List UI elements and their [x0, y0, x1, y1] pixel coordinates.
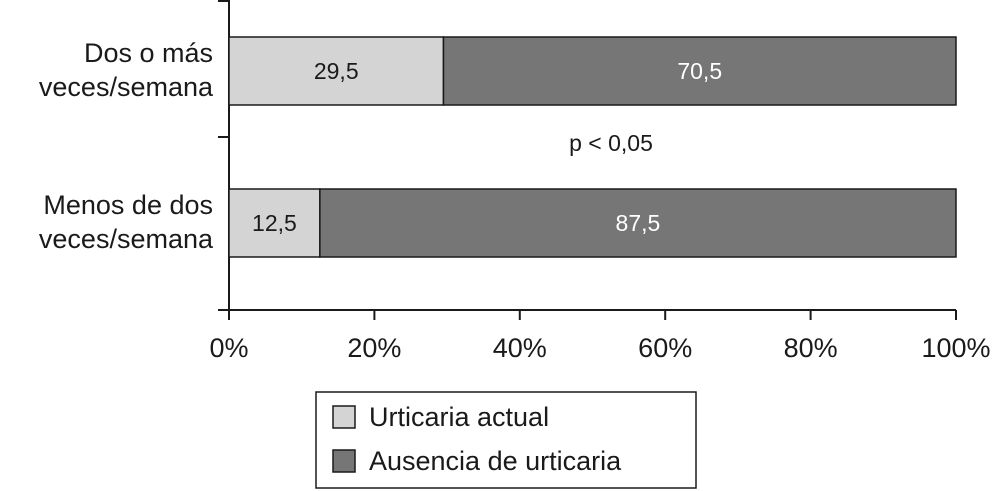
- bar-segment: [228, 188, 321, 258]
- data-label: 70,5: [677, 58, 722, 84]
- bars: 29,5 70,5 12,5 87,5: [228, 36, 957, 258]
- x-tick-labels: 0% 20% 40% 60% 80% 100%: [209, 333, 990, 363]
- bar-segment: [442, 36, 957, 106]
- x-tick-label: 60%: [638, 333, 692, 363]
- category-label: veces/semana: [39, 72, 214, 102]
- data-label: 87,5: [616, 210, 661, 236]
- legend-label-urticaria-actual: Urticaria actual: [369, 402, 549, 432]
- bar-segment: [228, 36, 445, 106]
- x-tick-label: 0%: [209, 333, 248, 363]
- category-label: Dos o más: [84, 38, 213, 68]
- category-label: veces/semana: [39, 224, 214, 254]
- data-label: 29,5: [314, 58, 359, 84]
- category-label: Menos de dos: [43, 190, 213, 220]
- category-labels: Dos o más veces/semana Menos de dos veces/s…: [39, 38, 214, 254]
- legend: Urticaria actual Ausencia de urticaria: [315, 391, 697, 489]
- x-tick-label: 100%: [921, 333, 990, 363]
- legend-label-ausencia-de-urticaria: Ausencia de urticaria: [369, 446, 622, 476]
- x-tick-label: 80%: [784, 333, 838, 363]
- x-tick-label: 20%: [347, 333, 401, 363]
- x-tick-label: 40%: [493, 333, 547, 363]
- data-label: 12,5: [252, 210, 297, 236]
- legend-swatch-urticaria-actual: [332, 405, 356, 429]
- bar-segment: [319, 188, 957, 258]
- p-value-annotation: p < 0,05: [569, 130, 653, 156]
- legend-swatch-ausencia-de-urticaria: [332, 449, 356, 473]
- legend-box: [315, 391, 697, 489]
